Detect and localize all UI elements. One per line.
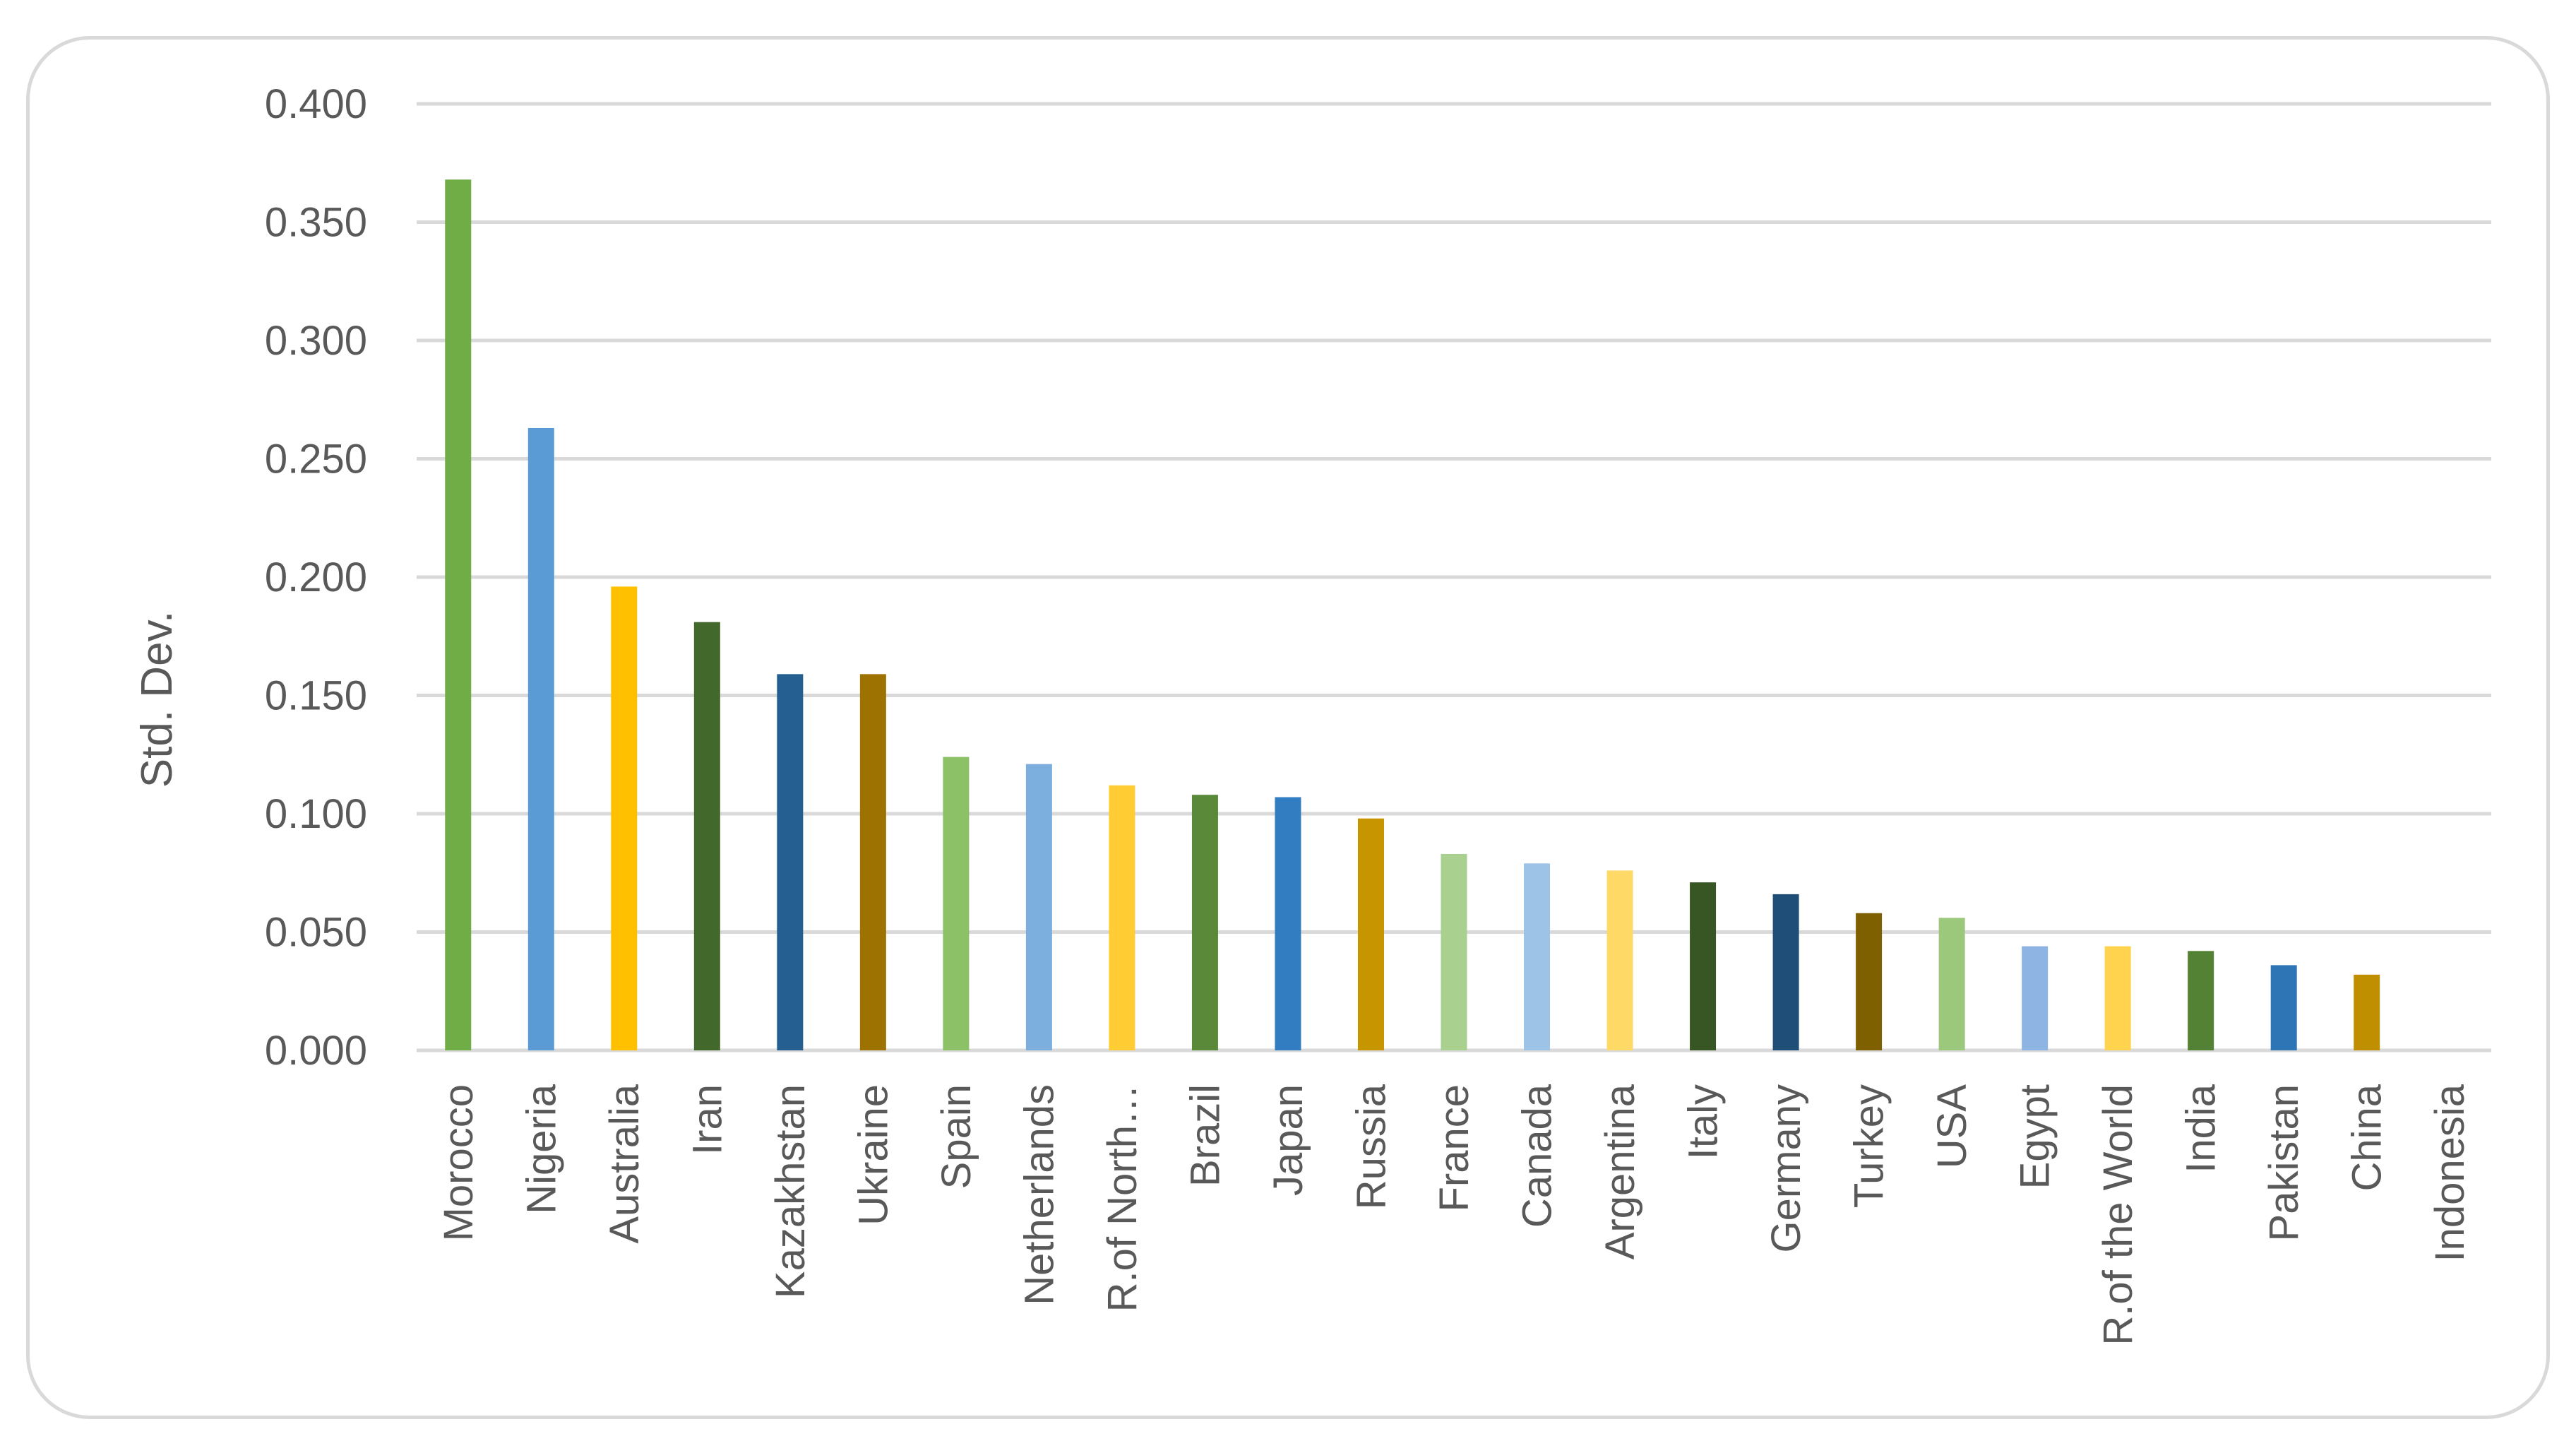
y-tick-label: 0.300 <box>265 318 367 364</box>
bar-france <box>1441 853 1467 1050</box>
x-tick-label: Russia <box>1348 1084 1394 1209</box>
bar-ukraine <box>859 674 886 1050</box>
bar-kazakhstan <box>777 674 804 1050</box>
x-tick-label: USA <box>1929 1084 1975 1169</box>
x-tick-label: Netherlands <box>1016 1084 1062 1305</box>
bar-japan <box>1275 797 1301 1050</box>
bar-turkey <box>1856 913 1883 1050</box>
bar-germany <box>1772 894 1799 1050</box>
x-tick-label: Italy <box>1681 1084 1727 1159</box>
bar-iran <box>693 622 720 1050</box>
y-axis-title: Std. Dev. <box>133 611 181 788</box>
x-tick-label: Kazakhstan <box>768 1084 813 1298</box>
x-tick-label: Nigeria <box>518 1084 564 1214</box>
y-tick-label: 0.400 <box>265 81 367 127</box>
x-tick-label: Egypt <box>2012 1084 2058 1189</box>
bar-india <box>2188 951 2214 1050</box>
x-tick-label: Indonesia <box>2427 1084 2473 1262</box>
bar-russia <box>1357 818 1384 1050</box>
bar-r-of-the-world <box>2104 946 2131 1050</box>
y-tick-label: 0.050 <box>265 910 367 956</box>
x-tick-label: Pakistan <box>2261 1084 2307 1241</box>
bar-brazil <box>1191 795 1218 1050</box>
x-tick-label: R.of the World <box>2095 1084 2141 1346</box>
y-tick-label: 0.350 <box>265 200 367 246</box>
bar-australia <box>611 586 638 1050</box>
bars <box>445 179 2380 1051</box>
x-tick-label: Argentina <box>1597 1084 1643 1259</box>
y-tick-label: 0.100 <box>265 791 367 837</box>
x-tick-label: Iran <box>684 1084 730 1155</box>
x-tick-label: India <box>2178 1084 2224 1173</box>
bar-r-of-north <box>1109 785 1135 1050</box>
y-tick-label: 0.000 <box>265 1028 367 1074</box>
bar-argentina <box>1606 870 1633 1050</box>
x-tick-label: Ukraine <box>850 1084 896 1226</box>
x-tick-label: France <box>1431 1084 1477 1212</box>
x-tick-label: Turkey <box>1847 1084 1892 1208</box>
bar-egypt <box>2022 946 2049 1050</box>
x-tick-label: Morocco <box>436 1084 482 1241</box>
bar-canada <box>1524 863 1551 1050</box>
bar-pakistan <box>2270 965 2297 1050</box>
x-tick-label: Germany <box>1763 1084 1809 1253</box>
bar-usa <box>1938 918 1965 1050</box>
x-tick-label: R.of North… <box>1099 1084 1145 1312</box>
bar-spain <box>943 757 970 1050</box>
bar-morocco <box>445 179 472 1051</box>
bar-italy <box>1690 882 1717 1050</box>
y-axis-ticks: 0.000 0.050 0.100 0.150 0.200 0.250 0.300 0.350… <box>265 81 367 1074</box>
x-tick-label: Spain <box>934 1084 979 1189</box>
gridlines <box>417 102 2491 1052</box>
x-tick-label: Australia <box>602 1084 648 1243</box>
bar-china <box>2354 974 2380 1050</box>
x-tick-label: Brazil <box>1182 1084 1228 1187</box>
y-tick-label: 0.250 <box>265 437 367 482</box>
y-tick-label: 0.150 <box>265 673 367 719</box>
x-tick-label: China <box>2344 1084 2390 1191</box>
x-tick-label: Canada <box>1515 1084 1561 1228</box>
y-tick-label: 0.200 <box>265 555 367 600</box>
bar-netherlands <box>1025 764 1052 1050</box>
x-axis-labels: Morocco Nigeria Australia Iran Kazakhstan Ukr… <box>436 1084 2473 1345</box>
x-tick-label: Japan <box>1265 1084 1311 1196</box>
bar-nigeria <box>527 427 554 1050</box>
